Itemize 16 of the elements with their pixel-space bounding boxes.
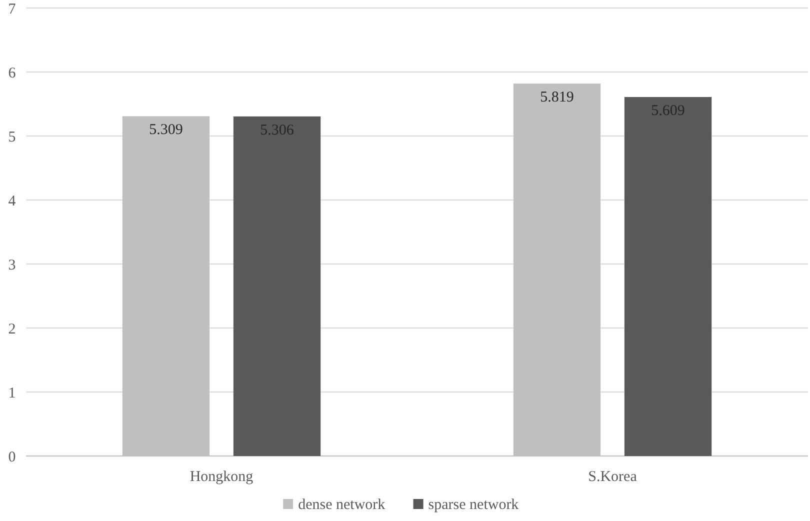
y-tick-label: 2 — [8, 321, 16, 338]
legend-label: dense network — [298, 497, 386, 513]
x-tick-label: S.Korea — [588, 469, 638, 485]
y-tick-label: 6 — [8, 65, 16, 82]
y-tick-label: 4 — [8, 193, 16, 210]
y-tick-label: 0 — [8, 449, 16, 466]
x-tick-label: Hongkong — [190, 469, 254, 485]
legend-label: sparse network — [428, 497, 520, 513]
data-label: 5.819 — [540, 90, 574, 106]
y-tick-label: 3 — [8, 257, 16, 274]
bar — [233, 116, 321, 456]
data-label: 5.309 — [149, 122, 183, 138]
y-tick-label: 5 — [8, 129, 16, 146]
y-tick-label: 7 — [8, 1, 16, 18]
y-tick-label: 1 — [8, 385, 16, 402]
bar — [624, 97, 712, 456]
